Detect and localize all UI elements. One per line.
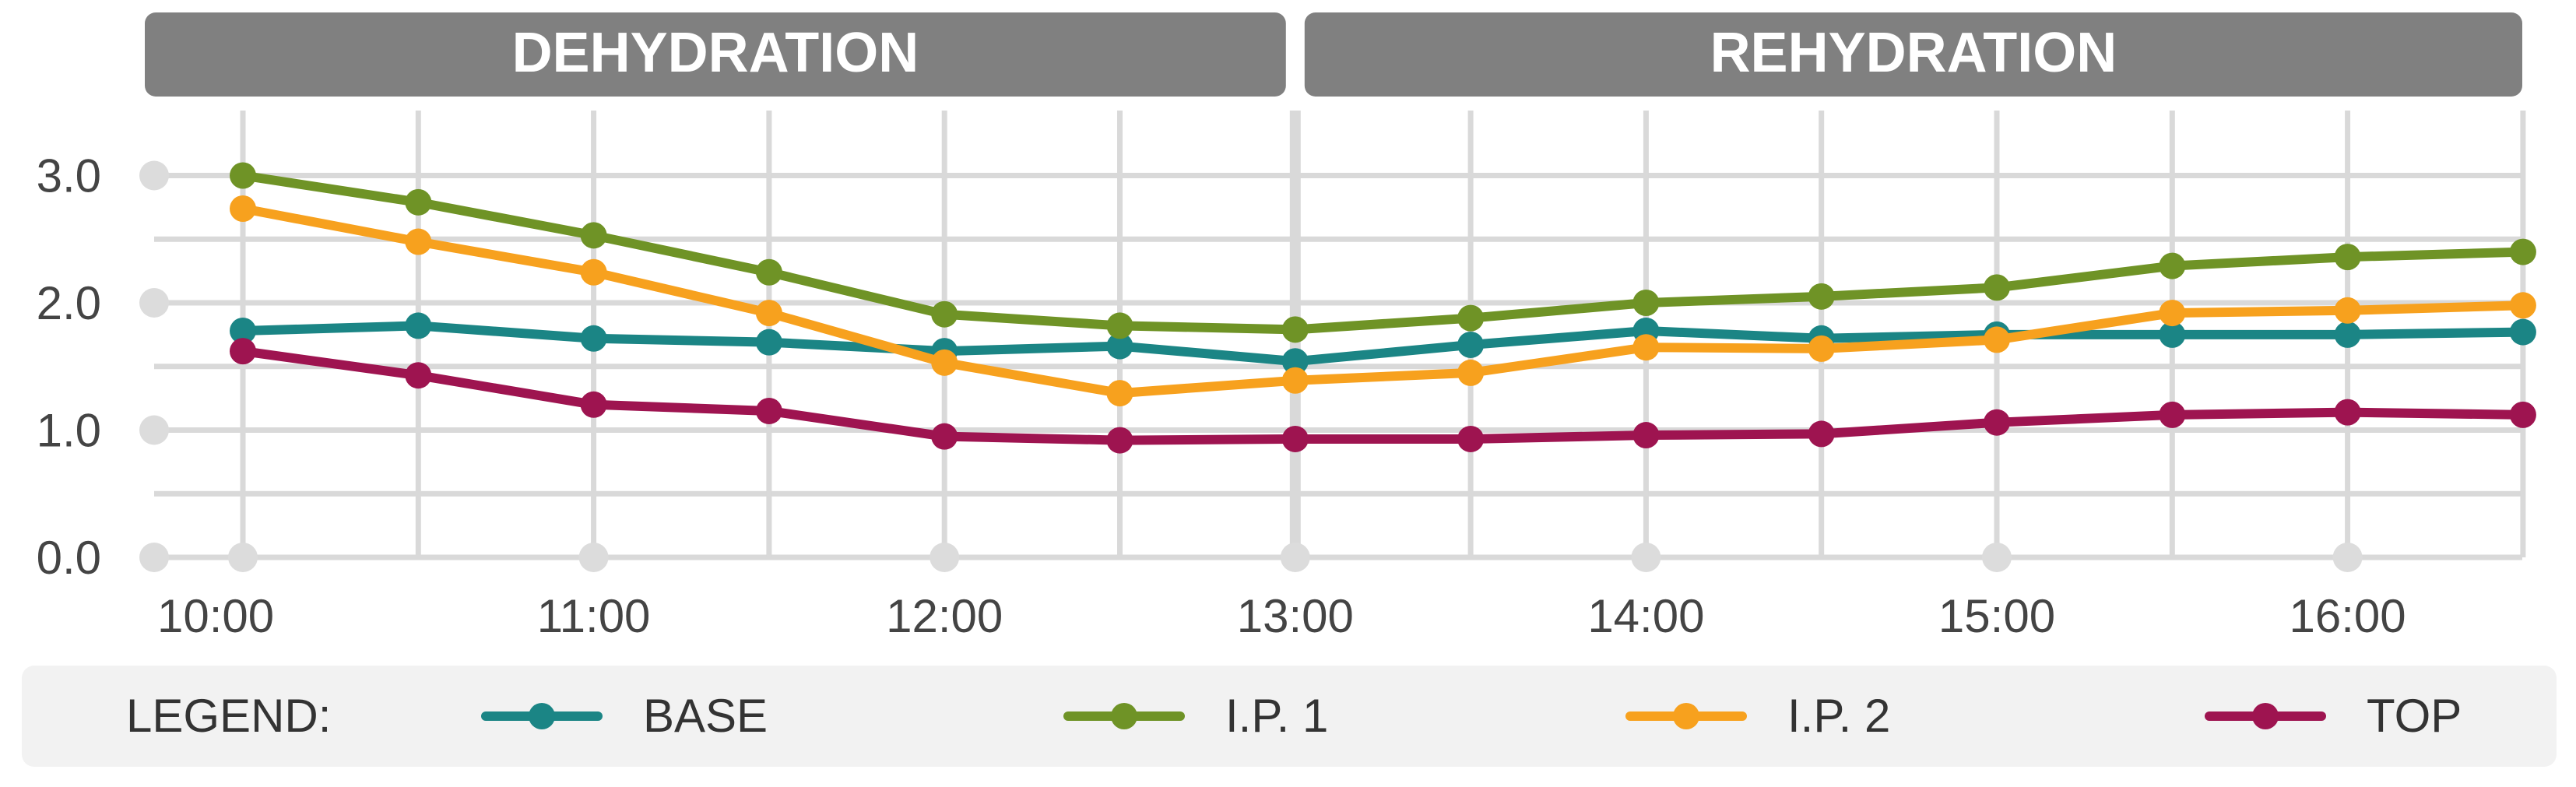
legend: LEGEND: BASE I.P. 1 I.P. 2 TOP — [22, 666, 2557, 767]
phase-header-box — [145, 12, 1286, 97]
data-point — [1632, 422, 1660, 449]
data-point — [1281, 348, 1309, 375]
data-point — [2509, 401, 2536, 428]
series-line — [238, 321, 2528, 367]
phase-header-label: DEHYDRATION — [512, 22, 919, 84]
data-point — [1808, 335, 1835, 362]
data-point — [931, 300, 958, 328]
legend-swatch-dot — [2252, 703, 2279, 729]
data-point — [1106, 380, 1133, 407]
series-line — [238, 170, 2528, 335]
data-point — [1457, 304, 1485, 332]
legend-entry-label: I.P. 1 — [1225, 690, 1328, 742]
data-point — [1632, 290, 1660, 316]
x-tick-dot — [2332, 543, 2363, 572]
legend-box — [22, 666, 2557, 767]
data-point — [1457, 425, 1485, 452]
data-point — [1457, 359, 1485, 386]
data-point — [1106, 427, 1133, 454]
data-point — [405, 362, 432, 389]
data-point — [580, 222, 607, 249]
phase-header-box — [1304, 12, 2522, 97]
data-point — [2509, 238, 2536, 265]
y-tick-label: 1.0 — [37, 405, 101, 457]
data-point — [931, 349, 958, 376]
series-lines — [230, 162, 2536, 454]
data-point — [2159, 321, 2186, 348]
data-point — [580, 391, 607, 418]
data-point — [1984, 274, 2010, 301]
data-point — [2159, 401, 2186, 428]
data-point — [1984, 409, 2010, 436]
data-point — [2159, 252, 2186, 279]
data-point — [230, 338, 256, 365]
data-point — [230, 195, 256, 223]
y-tick-dot — [139, 415, 169, 445]
y-tick-label: 3.0 — [37, 150, 101, 202]
y-tick-dot — [139, 543, 169, 572]
legend-entry-label: BASE — [643, 690, 768, 742]
legend-swatch-dot — [1111, 703, 1137, 729]
x-tick-label: 10:00 — [157, 590, 274, 642]
data-point — [1808, 283, 1835, 310]
data-point — [1281, 316, 1309, 343]
phase-headers: DEHYDRATION REHYDRATION — [145, 12, 2522, 97]
data-point — [405, 312, 432, 339]
data-point — [405, 228, 432, 255]
data-point — [2509, 318, 2536, 346]
y-tick-dot — [139, 288, 169, 318]
y-axis-ticks: 0.0 1.0 2.0 3.0 — [37, 150, 169, 584]
data-point — [1106, 332, 1133, 360]
x-tick-dot — [1280, 543, 1310, 572]
data-point — [1281, 367, 1309, 394]
series-line — [238, 346, 2528, 445]
legend-entry-label: I.P. 2 — [1787, 690, 1890, 742]
legend-swatch-dot — [1673, 703, 1699, 729]
data-point — [580, 258, 607, 286]
y-tick-dot — [139, 160, 169, 191]
x-tick-label: 11:00 — [537, 590, 651, 642]
x-tick-label: 12:00 — [886, 590, 1003, 642]
x-tick-dot — [578, 543, 609, 572]
data-point — [1984, 326, 2010, 353]
data-point — [2334, 297, 2361, 324]
data-point — [2159, 300, 2186, 327]
data-point — [230, 162, 256, 189]
phase-header-label: REHYDRATION — [1710, 22, 2117, 84]
legend-swatch-dot — [529, 703, 555, 729]
legend-title: LEGEND: — [126, 690, 331, 742]
x-tick-label: 14:00 — [1587, 590, 1704, 642]
data-point — [1632, 334, 1660, 361]
data-point — [755, 397, 782, 424]
data-point — [230, 317, 256, 344]
data-point — [1808, 420, 1835, 448]
data-point — [931, 423, 958, 450]
y-tick-label: 0.0 — [37, 532, 101, 584]
x-tick-label: 13:00 — [1237, 590, 1354, 642]
series-line — [238, 204, 2528, 399]
x-tick-dot — [1982, 543, 2012, 572]
x-tick-label: 16:00 — [2290, 590, 2406, 642]
data-point — [2509, 292, 2536, 319]
x-axis-ticks: 10:00 11:00 12:00 13:00 14:00 15:00 16:00 — [157, 543, 2406, 642]
data-point — [1457, 331, 1485, 358]
x-tick-label: 15:00 — [1938, 590, 2055, 642]
x-tick-dot — [228, 543, 258, 572]
data-point — [1281, 425, 1309, 452]
data-point — [755, 300, 782, 327]
data-point — [755, 258, 782, 286]
data-point — [755, 329, 782, 356]
data-point — [405, 188, 432, 216]
legend-entry-label: TOP — [2367, 690, 2462, 742]
data-point — [2334, 244, 2361, 271]
data-point — [580, 325, 607, 352]
data-point — [2334, 321, 2361, 348]
x-tick-dot — [930, 543, 960, 572]
data-point — [1106, 312, 1133, 339]
y-tick-label: 2.0 — [37, 277, 101, 329]
data-point — [2334, 399, 2361, 426]
x-tick-dot — [1631, 543, 1661, 572]
